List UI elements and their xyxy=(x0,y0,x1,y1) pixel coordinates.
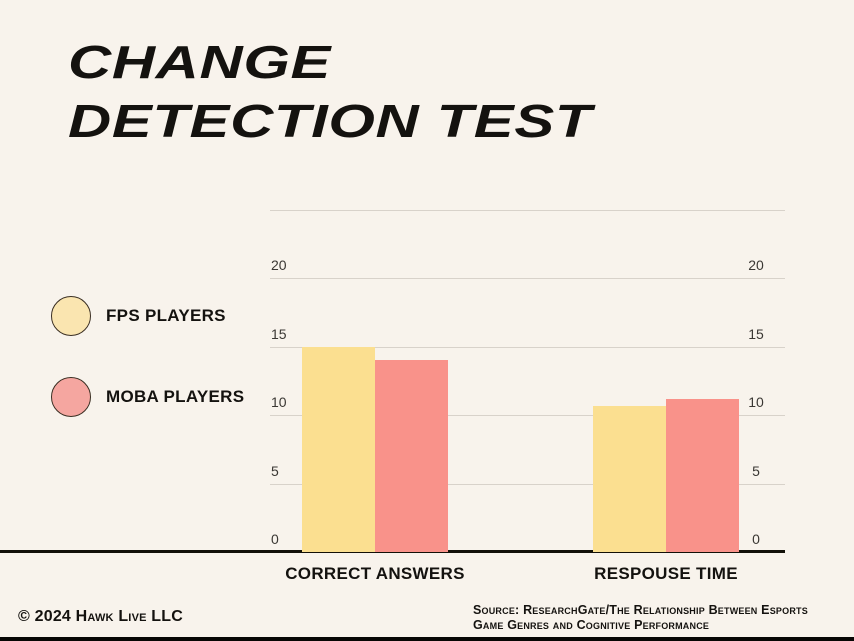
source-line2: Game Genres and Cognitive Performance xyxy=(473,618,710,632)
legend-label-fps: FPS PLAYERS xyxy=(106,306,226,325)
gridline-y15 xyxy=(270,346,785,348)
bottom-border-bar xyxy=(0,637,854,641)
page-title-line2: DETECTION TEST xyxy=(68,95,593,147)
y-tick-left-10: 10 xyxy=(271,394,287,411)
source-line1: Source: ResearchGate/The Relationship Be… xyxy=(473,603,808,617)
gridline-y20 xyxy=(270,278,785,280)
gridline-y5 xyxy=(270,483,785,485)
y-tick-left-20: 20 xyxy=(271,257,287,274)
page-title-line1: CHANGE xyxy=(68,36,332,88)
legend-item-fps: FPS PLAYERS xyxy=(51,296,226,336)
moba-swatch-circle-icon xyxy=(51,377,91,417)
legend-label-moba: MOBA PLAYERS xyxy=(106,387,245,406)
y-tick-right-5: 5 xyxy=(752,462,760,479)
y-tick-left-15: 15 xyxy=(271,325,287,342)
category-label-correct-answers: CORRECT ANSWERS xyxy=(285,564,465,583)
gridline-y10 xyxy=(270,415,785,417)
y-tick-right-15: 15 xyxy=(748,325,764,342)
y-tick-right-0: 0 xyxy=(752,531,760,547)
y-tick-right-10: 10 xyxy=(748,394,764,411)
fps-swatch-circle-icon xyxy=(51,296,91,336)
legend-item-moba: MOBA PLAYERS xyxy=(51,377,244,417)
copyright-text: © 2024 Hawk Live LLC xyxy=(18,608,183,625)
bar-fps-players-respouse-time xyxy=(593,405,666,552)
source-attribution: Source: ResearchGate/The Relationship Be… xyxy=(473,603,833,633)
y-tick-right-20: 20 xyxy=(748,257,764,274)
bar-moba-players-respouse-time xyxy=(666,398,739,552)
bar-moba-players-correct-answers xyxy=(375,360,448,552)
y-tick-left-0: 0 xyxy=(271,531,279,547)
bar-fps-players-correct-answers xyxy=(302,346,375,552)
y-tick-left-5: 5 xyxy=(271,462,279,479)
gridline-y25 xyxy=(270,210,785,211)
category-label-respouse-time: RESPOUSE TIME xyxy=(594,564,738,583)
page-title: CHANGE DETECTION TEST xyxy=(68,33,592,151)
